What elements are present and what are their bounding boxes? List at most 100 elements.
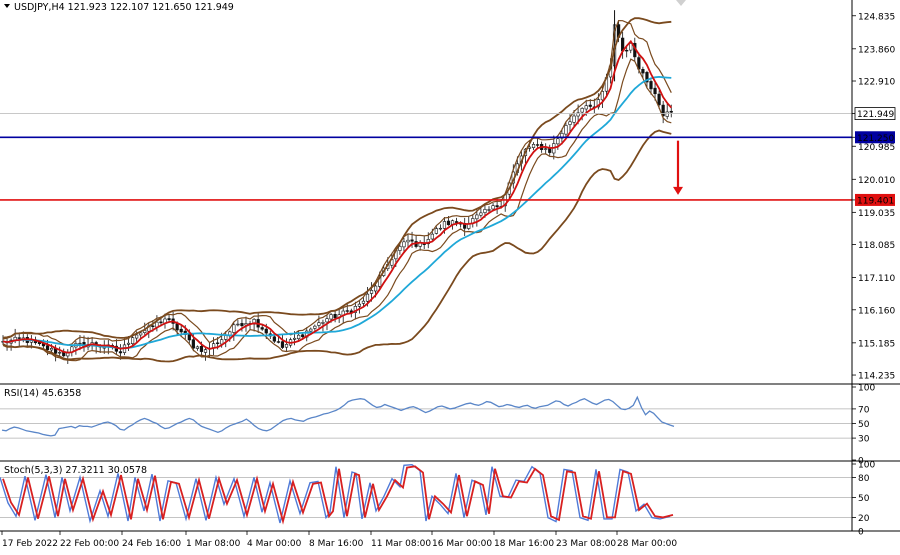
- candle-body: [175, 323, 179, 331]
- candle-body: [139, 332, 143, 336]
- candle-body: [131, 337, 135, 344]
- candle-body: [361, 300, 366, 304]
- price-axis-label: 114.235: [858, 372, 895, 382]
- candle-body: [126, 342, 131, 345]
- arrow-down-icon: [673, 186, 683, 195]
- stochastic-panel[interactable]: Stoch(5,3,3) 27.3211 30.0578: [0, 463, 852, 525]
- candle-body: [321, 322, 325, 324]
- candle-body: [317, 322, 321, 326]
- candle-body: [588, 104, 592, 107]
- current-price-tag-label: 121.949: [857, 110, 894, 120]
- candle-body: [187, 333, 191, 341]
- candle-body: [568, 121, 572, 125]
- candle-body: [369, 290, 374, 294]
- candle-body: [365, 293, 370, 302]
- candle-body: [572, 115, 576, 123]
- price-axis-label: 116.160: [858, 306, 895, 316]
- moving-average-fast: [2, 39, 672, 354]
- candle-body: [272, 336, 276, 342]
- candle-body: [641, 69, 645, 74]
- stoch-signal-line: [2, 465, 674, 525]
- candle-body: [398, 246, 402, 251]
- candle-body: [45, 345, 50, 351]
- price-level-tag-label: 119.401: [857, 196, 894, 206]
- candle-body: [580, 108, 584, 113]
- candle-body: [167, 318, 171, 321]
- candle-body: [645, 72, 649, 83]
- candle-body: [78, 342, 82, 345]
- rsi-panel[interactable]: RSI(14) 45.6358: [0, 388, 852, 439]
- candle-body: [232, 324, 236, 333]
- rsi-line: [1, 395, 675, 437]
- time-axis-label: 24 Feb 16:00: [122, 539, 181, 549]
- candle-body: [118, 351, 123, 354]
- candle-body: [309, 328, 313, 332]
- stoch-axis-label: 0: [858, 528, 864, 538]
- candle-body: [135, 334, 139, 339]
- stoch-axis-label: 100: [858, 461, 875, 471]
- candle-body: [625, 49, 629, 52]
- time-axis-label: 11 Mar 08:00: [371, 539, 431, 549]
- candle-body: [430, 233, 434, 240]
- bollinger-lower-band: [2, 129, 672, 363]
- candle-body: [491, 205, 495, 210]
- candle-body: [224, 335, 228, 340]
- symbol-dropdown-icon[interactable]: [4, 4, 10, 8]
- candle-body: [66, 352, 70, 357]
- candle-body: [49, 348, 54, 351]
- candle-body: [438, 227, 443, 230]
- candle-body: [661, 104, 665, 117]
- candle-body: [345, 310, 349, 312]
- candle-body: [264, 328, 268, 334]
- price-axis-label: 123.860: [858, 45, 895, 55]
- price-axis-label: 115.185: [858, 339, 895, 349]
- candle-body: [402, 241, 406, 248]
- candle-body: [236, 323, 240, 326]
- candle-body: [276, 341, 281, 343]
- price-level-tag: [855, 131, 895, 144]
- time-axis-label: 1 Mar 08:00: [186, 539, 241, 549]
- candle-body: [446, 220, 451, 226]
- candle-body: [373, 285, 378, 292]
- price-chart-panel[interactable]: USDJPY,H4 121.923 122.107 121.650 121.94…: [0, 0, 852, 364]
- candle-body: [292, 337, 297, 340]
- chart-shift-icon[interactable]: [676, 0, 686, 6]
- time-axis-label: 16 Mar 00:00: [432, 539, 492, 549]
- stoch-title: Stoch(5,3,3) 27.3211 30.0578: [4, 465, 147, 476]
- rsi-axis-label: 100: [858, 384, 875, 394]
- time-axis-label: 17 Feb 2022: [2, 539, 58, 549]
- envelope-lower: [2, 58, 672, 362]
- candle-body: [657, 93, 661, 106]
- stoch-axis-label: 80: [858, 474, 870, 484]
- candle-body: [333, 314, 337, 319]
- price-axis-label: 122.910: [858, 78, 895, 88]
- current-price-tag: [854, 107, 896, 120]
- rsi-axis-label: 50: [858, 420, 870, 430]
- candle-body: [665, 111, 669, 117]
- chart-title: USDJPY,H4 121.923 122.107 121.650 121.94…: [14, 2, 234, 13]
- candle-body: [475, 214, 479, 220]
- candle-body: [191, 339, 195, 349]
- candle-body: [17, 337, 21, 339]
- price-axis-label: 118.085: [858, 241, 895, 251]
- price-axis-label: 120.985: [858, 143, 895, 153]
- candle-body: [669, 110, 673, 113]
- candle-body: [454, 221, 459, 223]
- time-axis-label: 18 Mar 16:00: [494, 539, 554, 549]
- candle-body: [442, 221, 447, 229]
- price-level-tag: [855, 193, 895, 206]
- candle-body: [584, 105, 588, 110]
- price-level-tag-label: 121.250: [857, 134, 894, 144]
- candle-body: [280, 341, 285, 348]
- stoch-axis-label: 50: [858, 494, 870, 504]
- time-axis-label: 23 Mar 08:00: [556, 539, 616, 549]
- candle-body: [406, 239, 410, 243]
- time-axis-label: 28 Mar 00:00: [617, 539, 677, 549]
- candle-body: [199, 345, 204, 352]
- candle-body: [240, 323, 244, 327]
- price-axis-label: 124.835: [858, 12, 895, 22]
- candle-body: [329, 314, 333, 320]
